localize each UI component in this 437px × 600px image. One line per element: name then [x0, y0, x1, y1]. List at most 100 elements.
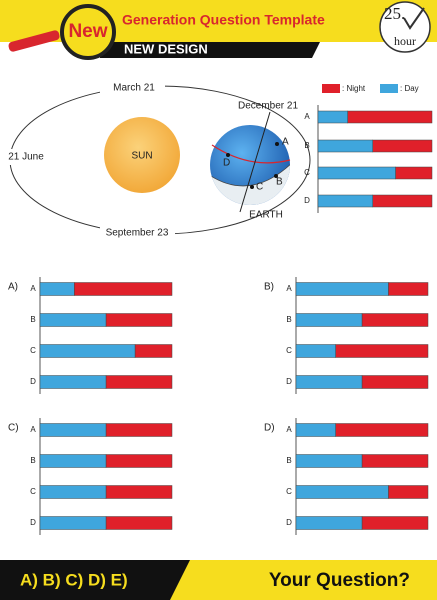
day-bar	[39, 282, 75, 296]
night-bar	[347, 110, 433, 124]
day-bar	[39, 423, 107, 437]
row-label: A	[286, 425, 292, 434]
night-bar	[388, 282, 429, 296]
subtitle: NEW DESIGN	[124, 41, 208, 56]
day-bar	[39, 516, 107, 530]
legend-label: : Night	[342, 84, 366, 93]
night-bar	[361, 516, 429, 530]
point-label: A	[282, 137, 289, 148]
sun-label: SUN	[131, 151, 152, 162]
legend-night	[322, 84, 340, 93]
point-label: D	[223, 158, 230, 169]
logo-word: hour	[394, 34, 416, 48]
row-label: A	[30, 284, 36, 293]
title: Generation Question Template	[122, 12, 325, 28]
day-bar	[295, 454, 363, 468]
day-bar	[295, 423, 336, 437]
row-label: A	[286, 284, 292, 293]
row-label: B	[286, 456, 291, 465]
date-label: September 23	[106, 228, 169, 239]
check	[403, 7, 425, 30]
row-label: C	[30, 487, 36, 496]
logo-number: 25.	[384, 4, 405, 23]
day-bar	[39, 454, 107, 468]
subtitle-band	[100, 42, 320, 58]
day-bar	[295, 516, 363, 530]
choices: A) B) C) D) E)	[20, 570, 128, 589]
label-bg	[100, 225, 175, 241]
night-bar	[105, 423, 173, 437]
equator	[211, 144, 291, 164]
night-bar	[372, 194, 433, 208]
magnifier-handle	[8, 30, 60, 52]
row-label: B	[286, 315, 291, 324]
day-bar	[39, 313, 107, 327]
footer-dark	[0, 560, 190, 600]
row-label: D	[304, 196, 310, 205]
row-label: C	[286, 346, 292, 355]
night-bar	[361, 454, 429, 468]
night-bar	[361, 313, 429, 327]
row-label: A	[304, 112, 310, 121]
sun	[104, 117, 180, 193]
earth-label: EARTH	[249, 210, 283, 221]
label-bg	[5, 149, 51, 165]
night-bar	[105, 313, 173, 327]
night-bar	[372, 139, 433, 153]
point	[274, 174, 278, 178]
day-bar	[295, 375, 363, 389]
option-label: A)	[8, 282, 18, 293]
night-bar	[105, 375, 173, 389]
prompt: Your Question?	[269, 570, 410, 591]
day-bar	[295, 282, 389, 296]
row-label: B	[30, 456, 35, 465]
night-bar	[335, 344, 429, 358]
option-label: B)	[264, 282, 274, 293]
row-label: B	[30, 315, 35, 324]
day-bar	[317, 166, 396, 180]
point	[226, 153, 230, 157]
logo	[379, 1, 431, 53]
axis	[239, 111, 271, 213]
day-bar	[39, 375, 107, 389]
row-label: D	[30, 377, 36, 386]
legend-label: : Day	[400, 84, 419, 93]
row-label: A	[30, 425, 36, 434]
point-label: C	[256, 182, 263, 193]
row-label: D	[286, 518, 292, 527]
day-bar	[295, 344, 336, 358]
day-bar	[317, 110, 348, 124]
date-label: March 21	[113, 83, 155, 94]
date-label: 21 June	[8, 152, 44, 163]
legend-day	[380, 84, 398, 93]
label-bg	[100, 80, 165, 96]
day-bar	[317, 194, 373, 208]
night-bar	[361, 375, 429, 389]
day-bar	[39, 485, 107, 499]
row-label: B	[304, 141, 309, 150]
night-bar	[134, 344, 173, 358]
row-label: D	[30, 518, 36, 527]
night-bar	[105, 485, 173, 499]
option-label: C)	[8, 423, 19, 434]
point	[250, 185, 254, 189]
night-bar	[395, 166, 433, 180]
badge: New	[68, 21, 107, 42]
row-label: D	[286, 377, 292, 386]
day-bar	[295, 485, 389, 499]
night-bar	[105, 516, 173, 530]
night-bar	[105, 454, 173, 468]
point	[275, 142, 279, 146]
magnifier	[60, 4, 116, 60]
day-bar	[295, 313, 363, 327]
option-label: D)	[264, 423, 275, 434]
day-bar	[39, 344, 136, 358]
point-label: B	[276, 177, 283, 188]
row-label: C	[304, 168, 310, 177]
date-label: December 21	[238, 101, 298, 112]
night-bar	[388, 485, 429, 499]
night-bar	[335, 423, 429, 437]
row-label: C	[286, 487, 292, 496]
day-bar	[317, 139, 373, 153]
